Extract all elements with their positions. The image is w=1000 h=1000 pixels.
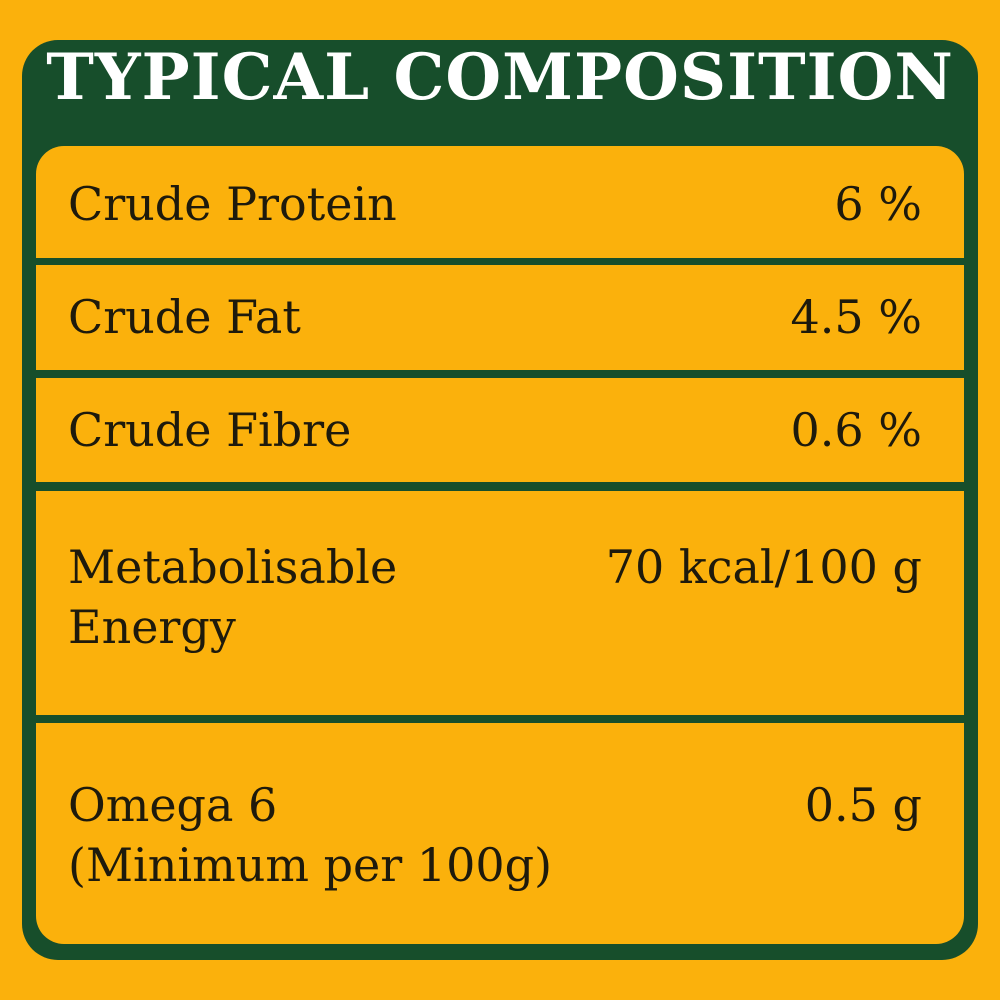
row-value: 0.6 % — [790, 403, 923, 457]
table-row-crude-protein: Crude Protein 6 % — [36, 146, 964, 258]
table-row-crude-fat: Crude Fat 4.5 % — [36, 265, 964, 370]
row-value: 4.5 % — [790, 290, 923, 344]
row-label: Crude Fibre — [68, 403, 352, 457]
row-label: Omega 6 (Minimum per 100g) — [68, 778, 553, 892]
row-label: Metabolisable Energy — [68, 540, 398, 654]
row-label: Crude Fat — [68, 290, 301, 344]
table-row-metabolisable-energy: Metabolisable Energy 70 kcal/100 g — [36, 491, 964, 715]
row-value: 6 % — [834, 177, 922, 231]
row-label: Crude Protein — [68, 177, 397, 231]
composition-table: Crude Protein 6 % Crude Fat 4.5 % Crude … — [36, 146, 964, 944]
card-title: TYPICAL COMPOSITION — [46, 40, 954, 115]
row-value: 70 kcal/100 g — [605, 540, 922, 594]
table-row-omega-6: Omega 6 (Minimum per 100g) 0.5 g — [36, 723, 964, 944]
table-row-crude-fibre: Crude Fibre 0.6 % — [36, 378, 964, 482]
row-value: 0.5 g — [804, 778, 922, 832]
